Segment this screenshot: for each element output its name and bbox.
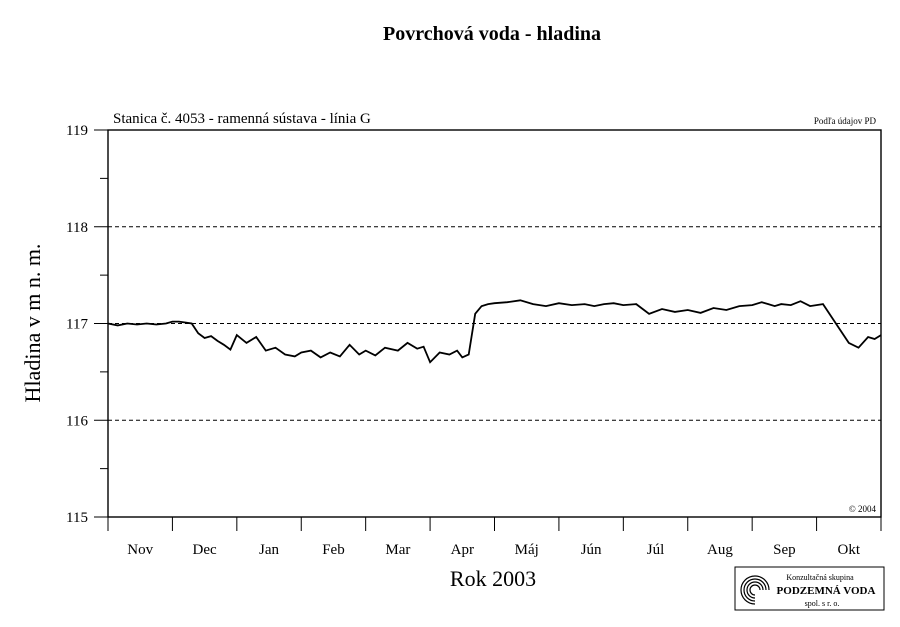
company-logo: Konzultačná skupina PODZEMNÁ VODA spol. … (734, 566, 885, 611)
y-tick-label: 115 (66, 510, 88, 526)
y-axis: 115 116 117 118 119 (66, 123, 108, 526)
x-tick-label: Dec (193, 542, 217, 558)
logo-line-2: PODZEMNÁ VODA (777, 585, 876, 597)
logo-line-3: spol. s r. o. (805, 599, 840, 608)
x-tick-label: Sep (773, 542, 796, 558)
chart-subtitle: Stanica č. 4053 - ramenná sústava - líni… (113, 111, 371, 127)
source-note: Podľa údajov PD (814, 116, 877, 126)
x-axis: Nov Dec Jan Feb Mar Apr Máj Jún Júl Aug Sep Okt (107, 517, 882, 558)
x-tick-label: Máj (515, 542, 539, 558)
x-tick-label: Nov (127, 542, 153, 558)
x-tick-label: Aug (707, 542, 733, 558)
x-tick-label: Júl (647, 542, 665, 558)
y-tick-label: 116 (66, 413, 88, 429)
plot-area: 115 116 117 118 119 Nov Dec Jan Feb Mar Apr Máj Jún… (66, 123, 882, 558)
water-level-line (107, 299, 882, 364)
y-tick-label: 118 (66, 220, 88, 236)
y-tick-label: 119 (66, 123, 88, 139)
x-axis-label: Rok 2003 (450, 566, 536, 591)
chart-title: Povrchová voda - hladina (383, 23, 601, 45)
x-tick-label: Mar (385, 542, 410, 558)
x-tick-label: Jan (259, 542, 279, 558)
grid (108, 226, 881, 421)
copyright-note: © 2004 (849, 504, 877, 514)
logo-line-1: Konzultačná skupina (786, 573, 854, 582)
y-axis-label: Hladina v m n. m. (20, 244, 45, 403)
x-tick-label: Apr (451, 542, 474, 558)
x-tick-label: Feb (322, 542, 345, 558)
y-tick-label: 117 (66, 317, 88, 333)
logo-emblem-icon (740, 575, 770, 605)
x-tick-label: Jún (581, 542, 602, 558)
x-tick-label: Okt (838, 542, 861, 558)
